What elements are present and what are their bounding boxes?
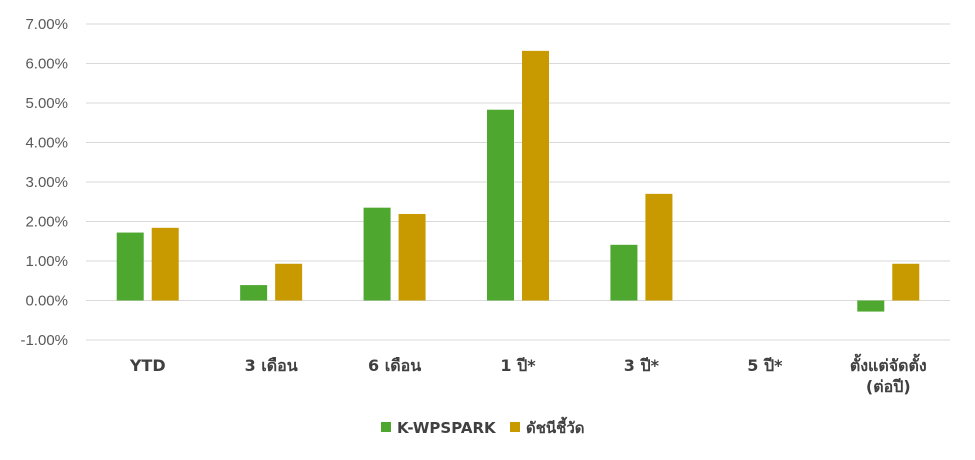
legend-label: K-WPSPARK <box>397 419 497 437</box>
y-tick-label: 3.00% <box>25 174 68 191</box>
x-tick-label: YTD <box>129 356 166 375</box>
y-tick-label: 4.00% <box>25 135 68 152</box>
legend-label: ดัชนีชี้วัด <box>526 416 585 437</box>
bar-benchmark <box>151 227 179 301</box>
bar-benchmark <box>645 193 673 301</box>
legend: K-WPSPARK ดัชนีชี้วัด <box>381 416 585 437</box>
bar-benchmark <box>892 263 920 301</box>
grid-layer <box>86 23 950 341</box>
x-tick-label: 3 ปี* <box>624 356 660 375</box>
bar-benchmark <box>275 263 303 301</box>
y-tick-label: 1.00% <box>25 253 68 270</box>
bars-layer <box>116 50 920 312</box>
x-tick-label: 5 ปี* <box>747 356 783 375</box>
y-tick-label: 5.00% <box>25 95 68 112</box>
bar-fund <box>487 109 514 301</box>
y-tick-label: -1.00% <box>20 332 68 349</box>
bar-fund <box>116 232 144 301</box>
bar-benchmark <box>398 213 426 301</box>
bar-fund <box>857 300 885 312</box>
legend-swatch <box>510 422 520 432</box>
x-tick-label: 1 ปี* <box>500 356 536 375</box>
x-tick-label: 3 เดือน <box>245 356 298 375</box>
legend-swatch <box>381 422 391 432</box>
x-tick-label: 6 เดือน <box>368 356 421 375</box>
bar-fund <box>363 207 391 301</box>
y-tick-label: 2.00% <box>25 214 68 231</box>
bar-fund <box>240 285 268 301</box>
x-axis-ticks: YTD 3 เดือน 6 เดือน 1 ปี* 3 ปี* 5 ปี* ตั้งแต่จ… <box>129 353 927 396</box>
bar-benchmark <box>522 50 549 301</box>
y-tick-label: 6.00% <box>25 56 68 73</box>
x-tick-label: ตั้งแต่จัดตั้ง(ต่อปี) <box>850 353 927 396</box>
bar-fund <box>610 244 638 301</box>
y-tick-label: 0.00% <box>25 293 68 310</box>
y-tick-label: 7.00% <box>25 16 68 33</box>
y-axis-ticks: -1.00% 0.00% 1.00% 2.00% 3.00% 4.00% 5.00% 6.00… <box>20 16 68 349</box>
